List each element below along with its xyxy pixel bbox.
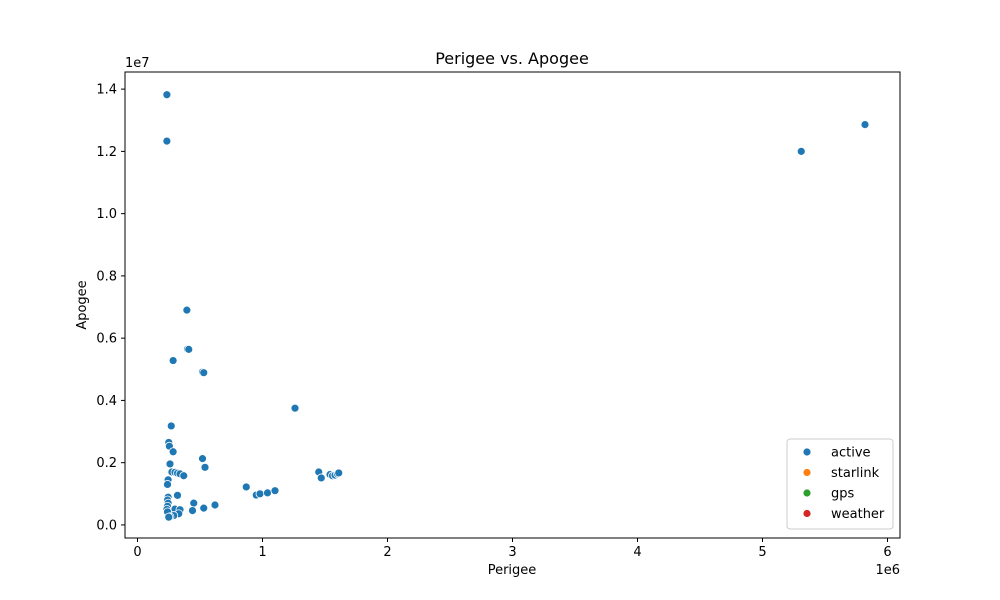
data-point-active — [241, 482, 251, 492]
data-point-active — [184, 344, 194, 354]
chart-title: Perigee vs. Apogee — [435, 49, 589, 68]
y-tick-label: 1.2 — [96, 145, 117, 160]
x-tick-label: 0 — [133, 545, 141, 560]
x-tick-label: 3 — [508, 545, 516, 560]
data-point-active — [255, 489, 265, 499]
y-tick-label: 0.2 — [96, 456, 117, 471]
x-offset-label: 1e6 — [875, 563, 900, 578]
y-tick-label: 1.0 — [96, 207, 117, 222]
data-point-active — [210, 500, 220, 510]
points-layer — [162, 90, 870, 522]
y-axis-ticks: 0.0 0.2 0.4 0.6 0.8 1.0 1.2 1.4 — [96, 83, 125, 533]
y-tick-label: 1.4 — [96, 83, 117, 98]
legend-label-starlink: starlink — [831, 466, 880, 481]
x-tick-label: 5 — [758, 545, 766, 560]
legend: active starlink gps weather — [786, 438, 894, 530]
data-point-active — [165, 459, 175, 469]
legend-marker-gps — [802, 488, 812, 498]
legend-marker-active — [802, 447, 812, 457]
y-tick-label: 0.8 — [96, 269, 117, 284]
data-point-active — [189, 498, 199, 508]
x-tick-label: 6 — [883, 545, 891, 560]
legend-label-weather: weather — [831, 507, 885, 522]
y-tick-label: 0.4 — [96, 394, 117, 409]
data-point-active — [168, 356, 178, 365]
data-point-active — [162, 90, 172, 100]
x-tick-label: 4 — [633, 545, 641, 560]
data-point-active — [179, 471, 189, 481]
data-point-active — [173, 490, 182, 500]
data-point-active — [166, 421, 176, 431]
data-point-active — [168, 447, 178, 457]
data-point-active — [290, 403, 300, 413]
legend-entries: active starlink gps weather — [802, 446, 885, 522]
data-point-active — [199, 368, 209, 378]
y-tick-label: 0.0 — [96, 518, 117, 533]
plot-area — [125, 72, 900, 538]
data-point-active — [334, 468, 344, 478]
data-point-active — [198, 454, 207, 464]
y-axis-label: Apogee — [75, 280, 90, 329]
data-point-active — [270, 486, 280, 496]
legend-box — [786, 438, 894, 530]
x-axis-label: Perigee — [488, 563, 537, 578]
y-tick-label: 0.6 — [96, 332, 117, 347]
x-tick-label: 2 — [383, 545, 391, 560]
legend-marker-starlink — [802, 468, 812, 477]
data-point-active — [163, 480, 172, 489]
legend-marker-weather — [802, 509, 812, 518]
x-tick-label: 1 — [258, 545, 266, 560]
data-point-active — [860, 120, 870, 130]
y-offset-label: 1e7 — [125, 56, 150, 71]
data-point-active — [162, 136, 172, 146]
data-point-active — [200, 462, 210, 472]
data-point-active — [182, 305, 192, 315]
legend-label-active: active — [831, 446, 871, 461]
data-point-active — [796, 146, 806, 156]
data-point-active — [316, 473, 326, 483]
legend-label-gps: gps — [831, 487, 855, 502]
data-point-active — [199, 503, 209, 513]
x-axis-ticks: 0 1 2 3 4 5 6 — [133, 538, 892, 560]
data-point-active — [188, 506, 197, 516]
data-point-active — [164, 512, 174, 522]
data-point-active — [263, 488, 272, 498]
